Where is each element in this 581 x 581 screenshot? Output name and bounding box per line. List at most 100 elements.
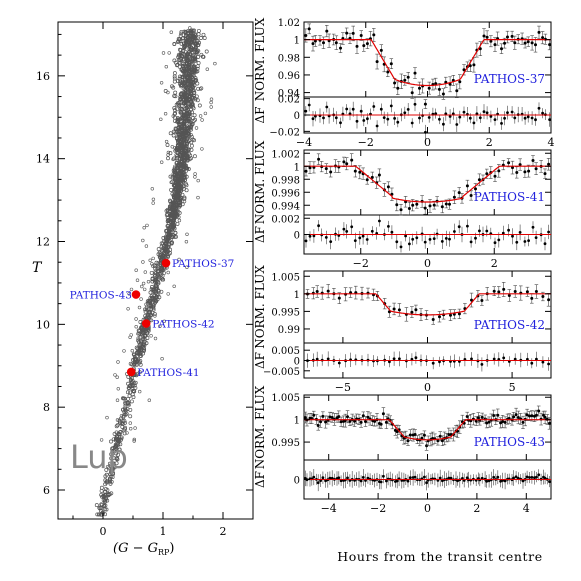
cmd-point	[126, 400, 131, 405]
cmd-point	[177, 174, 182, 179]
cmd-point	[161, 246, 166, 251]
cmd-point	[137, 370, 142, 375]
residual-point	[432, 237, 436, 241]
residual-point	[382, 474, 385, 478]
cmd-point-field	[105, 415, 109, 420]
cmd-point-field	[182, 199, 187, 204]
cmd-point	[190, 65, 195, 70]
residual-point	[431, 361, 435, 365]
x-tick-label: −2	[358, 136, 374, 149]
x-tick-label: 0	[424, 381, 431, 394]
cmd-point-field	[193, 172, 197, 176]
cmd-point	[172, 177, 177, 181]
flux-point	[496, 413, 500, 417]
cmd-point-field	[196, 178, 200, 183]
y-tick-label: 1.002	[271, 149, 300, 160]
cmd-point	[181, 61, 186, 66]
flux-point	[366, 415, 370, 419]
cmd-point	[154, 279, 159, 284]
transit-model-line	[304, 38, 551, 87]
residual-point	[535, 475, 538, 479]
flux-point	[389, 62, 393, 66]
cmd-point	[111, 470, 116, 475]
cmd-point-field	[172, 284, 176, 288]
residual-point	[375, 124, 379, 128]
cmd-point-field	[138, 352, 143, 356]
cmd-y-tick-label: 14	[36, 153, 50, 166]
residual-point	[458, 115, 462, 119]
flux-point	[361, 414, 365, 418]
flux-point	[548, 43, 552, 47]
residual-y-tick-label: 0.002	[271, 214, 300, 225]
residual-point	[425, 481, 428, 485]
residual-point	[472, 121, 476, 125]
residual-point	[515, 240, 519, 244]
y-tick-label: 0.994	[271, 201, 300, 212]
cmd-point-field	[150, 262, 154, 266]
residual-point	[541, 111, 544, 115]
cmd-point	[184, 34, 189, 38]
cmd-point	[182, 120, 187, 125]
cmd-y-tick-label: 12	[36, 236, 50, 249]
cmd-point-field	[146, 280, 151, 284]
cmd-point	[182, 57, 186, 62]
cmd-point	[174, 187, 178, 192]
flux-point	[413, 71, 417, 75]
cmd-point	[149, 294, 154, 299]
cmd-point	[147, 310, 152, 315]
cmd-point-field	[209, 105, 213, 109]
cmd-point	[177, 57, 181, 62]
flux-point	[440, 205, 444, 209]
residual-point	[307, 103, 311, 107]
cmd-point	[174, 135, 179, 140]
cmd-point	[121, 407, 125, 412]
cmd-point-field	[166, 209, 170, 213]
cmd-point	[103, 503, 108, 508]
residual-point	[411, 237, 415, 241]
cmd-point	[174, 180, 179, 185]
flux-point	[530, 414, 534, 418]
residual-point	[337, 476, 341, 480]
cmd-point-field	[153, 314, 157, 318]
cmd-point	[191, 69, 196, 74]
cmd-point-field	[171, 114, 176, 118]
cmd-point	[114, 424, 119, 429]
cmd-point-field	[165, 250, 169, 255]
residual-point	[428, 238, 432, 241]
residual-point	[322, 116, 325, 120]
cmd-point	[179, 97, 183, 102]
residual-point	[534, 236, 538, 240]
cmd-point	[177, 81, 182, 86]
cmd-point	[176, 131, 181, 136]
residual-point	[448, 115, 452, 118]
cmd-point	[190, 53, 195, 58]
residual-point	[423, 240, 427, 244]
flux-point	[537, 30, 541, 34]
cmd-point	[168, 174, 173, 179]
cmd-point	[133, 360, 138, 365]
cmd-point-field	[166, 153, 170, 157]
flux-point	[372, 33, 376, 37]
cmd-point	[177, 142, 182, 147]
residual-point	[548, 480, 551, 483]
residual-point	[513, 357, 517, 361]
y-tick-label: 0.998	[271, 175, 300, 186]
cmd-point	[128, 390, 133, 395]
cmd-point	[167, 207, 172, 211]
flux-point	[373, 419, 377, 423]
cmd-point	[182, 41, 187, 46]
cmd-point	[99, 502, 104, 507]
residual-point	[413, 102, 417, 106]
flux-point	[328, 415, 332, 419]
cmd-point	[183, 156, 188, 161]
cmd-point	[182, 135, 187, 140]
flux-point	[458, 80, 462, 84]
flux-point	[304, 34, 308, 37]
cmd-point-field	[145, 223, 149, 228]
cmd-point-field	[196, 195, 200, 200]
cmd-point	[154, 260, 159, 265]
cmd-point	[185, 110, 190, 115]
flux-point	[476, 416, 480, 420]
cmd-point	[166, 156, 170, 161]
cmd-point-field	[129, 427, 133, 431]
